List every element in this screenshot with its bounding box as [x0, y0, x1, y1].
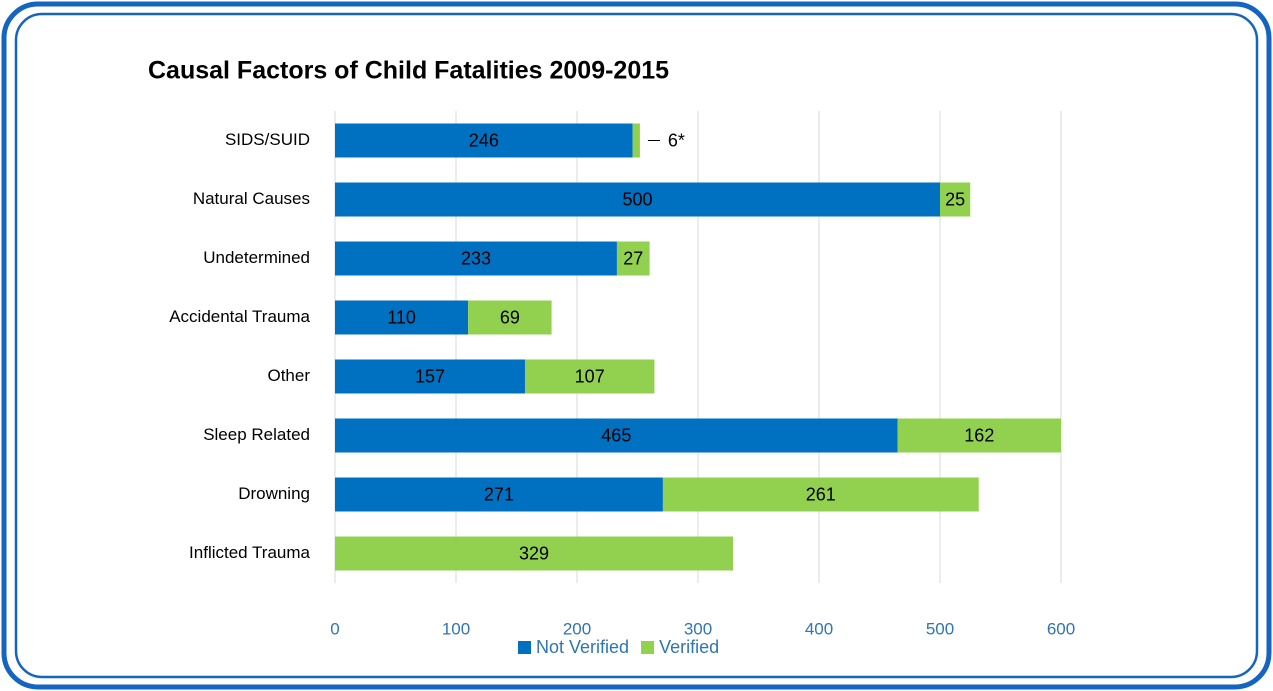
y-tick-label: SIDS/SUID [225, 130, 310, 149]
x-tick-label: 400 [805, 619, 833, 638]
x-tick-label: 100 [442, 619, 470, 638]
data-label: 246 [469, 130, 499, 150]
bar-segment [335, 241, 617, 276]
bar-segment [335, 418, 898, 453]
y-tick-label: Inflicted Trauma [189, 543, 310, 562]
bar-segment [616, 241, 650, 276]
data-label: 27 [623, 248, 643, 268]
bar-segment [524, 359, 655, 394]
y-tick-label: Sleep Related [203, 425, 310, 444]
bar-segment [335, 300, 469, 335]
grid [334, 111, 1062, 583]
bar-segment [940, 182, 971, 217]
legend-label: Verified [659, 637, 719, 657]
data-label: 162 [964, 425, 994, 445]
inner-frame [14, 12, 1259, 679]
data-label: 25 [945, 189, 965, 209]
bar-segment [335, 182, 940, 217]
bar-segment [468, 300, 552, 335]
bar-segment [335, 123, 633, 158]
x-tick-label: 600 [1047, 619, 1075, 638]
x-tick-label: 300 [684, 619, 712, 638]
legend-label: Not Verified [536, 637, 629, 657]
x-tick-label: 200 [563, 619, 591, 638]
data-label: 271 [484, 484, 514, 504]
x-tick-label: 0 [330, 619, 339, 638]
bar-segment [897, 418, 1061, 453]
data-label: 69 [500, 307, 520, 327]
data-label: 465 [601, 425, 631, 445]
data-label: 107 [575, 366, 605, 386]
bar-segment [662, 477, 979, 512]
y-tick-label: Undetermined [203, 248, 310, 267]
chart-title: Causal Factors of Child Fatalities 2009-… [148, 57, 669, 85]
bar-segment [335, 477, 663, 512]
data-label: 500 [622, 189, 652, 209]
x-tick-label: 500 [926, 619, 954, 638]
y-tick-label: Drowning [238, 484, 310, 503]
data-label: 110 [387, 307, 416, 327]
y-tick-label: Other [267, 366, 310, 385]
data-label: 6* [668, 130, 685, 150]
bars [335, 123, 1061, 571]
data-label: 329 [519, 543, 549, 563]
data-label: 157 [415, 366, 445, 386]
labels: 0 100 200 300 400 500 600 SIDS/SUID 246 6* Natural… [169, 130, 1075, 657]
data-label: 233 [461, 248, 491, 268]
data-label: 261 [806, 484, 836, 504]
legend-swatch [641, 641, 655, 654]
y-tick-label: Natural Causes [193, 189, 310, 208]
bar-segment [335, 536, 734, 571]
bar-segment [632, 123, 640, 158]
y-tick-label: Accidental Trauma [169, 307, 310, 326]
legend-swatch [518, 641, 531, 654]
bar-segment [335, 359, 525, 394]
